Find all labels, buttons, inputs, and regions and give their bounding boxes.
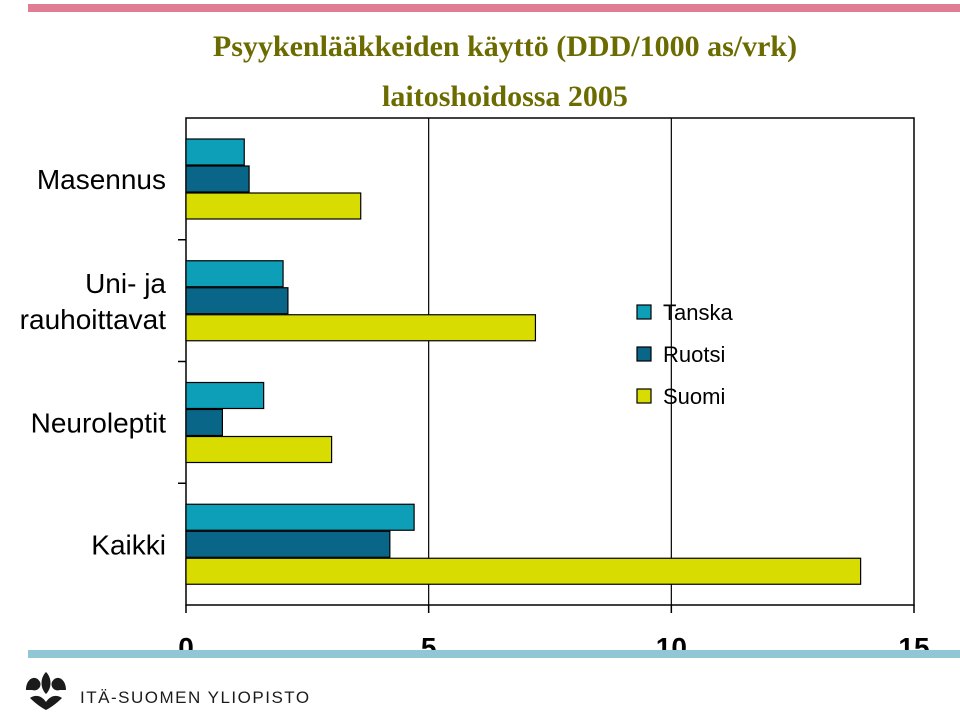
- x-tick-label-0: 0: [178, 632, 194, 663]
- category-label-0: Masennus: [37, 164, 166, 195]
- legend-label-suomi: Suomi: [663, 384, 725, 409]
- bar-suomi-3: [185, 557, 862, 585]
- legend-label-ruotsi: Ruotsi: [663, 342, 725, 367]
- organization-name: ITÄ-SUOMEN YLIOPISTO: [80, 688, 311, 707]
- bottom-stripe: [28, 650, 960, 658]
- bar-ruotsi-3: [185, 530, 391, 558]
- bar-ruotsi-1: [185, 287, 289, 315]
- bar-suomi-1: [185, 314, 537, 342]
- x-tick-label-1: 5: [421, 632, 437, 663]
- legend-swatch-tanska: [636, 304, 652, 320]
- bar-tanska-1: [185, 260, 284, 288]
- x-tick-label-3: 15: [898, 632, 929, 663]
- university-logo-icon: [26, 672, 66, 710]
- bar-suomi-0: [185, 192, 362, 220]
- top-stripe: [28, 4, 960, 12]
- legend-label-tanska: Tanska: [663, 300, 733, 325]
- legend-swatch-suomi: [636, 388, 652, 404]
- chart-title-line2: laitoshoidossa 2005: [382, 80, 628, 113]
- bar-tanska-0: [185, 138, 245, 166]
- bar-suomi-2: [185, 435, 333, 464]
- category-label-2: Neuroleptit: [31, 408, 167, 439]
- legend-swatch-ruotsi: [636, 346, 652, 362]
- x-tick-label-2: 10: [656, 632, 687, 663]
- category-label-1: Uni- ja rauhoittavat: [20, 268, 167, 335]
- bar-tanska-2: [185, 381, 265, 410]
- bar-ruotsi-2: [185, 408, 224, 437]
- category-label-3: Kaikki: [91, 529, 166, 560]
- bar-ruotsi-0: [185, 165, 250, 193]
- chart-title-line1: Psyykenlääkkeiden käyttö (DDD/1000 as/vr…: [212, 30, 798, 63]
- bar-tanska-3: [185, 503, 415, 531]
